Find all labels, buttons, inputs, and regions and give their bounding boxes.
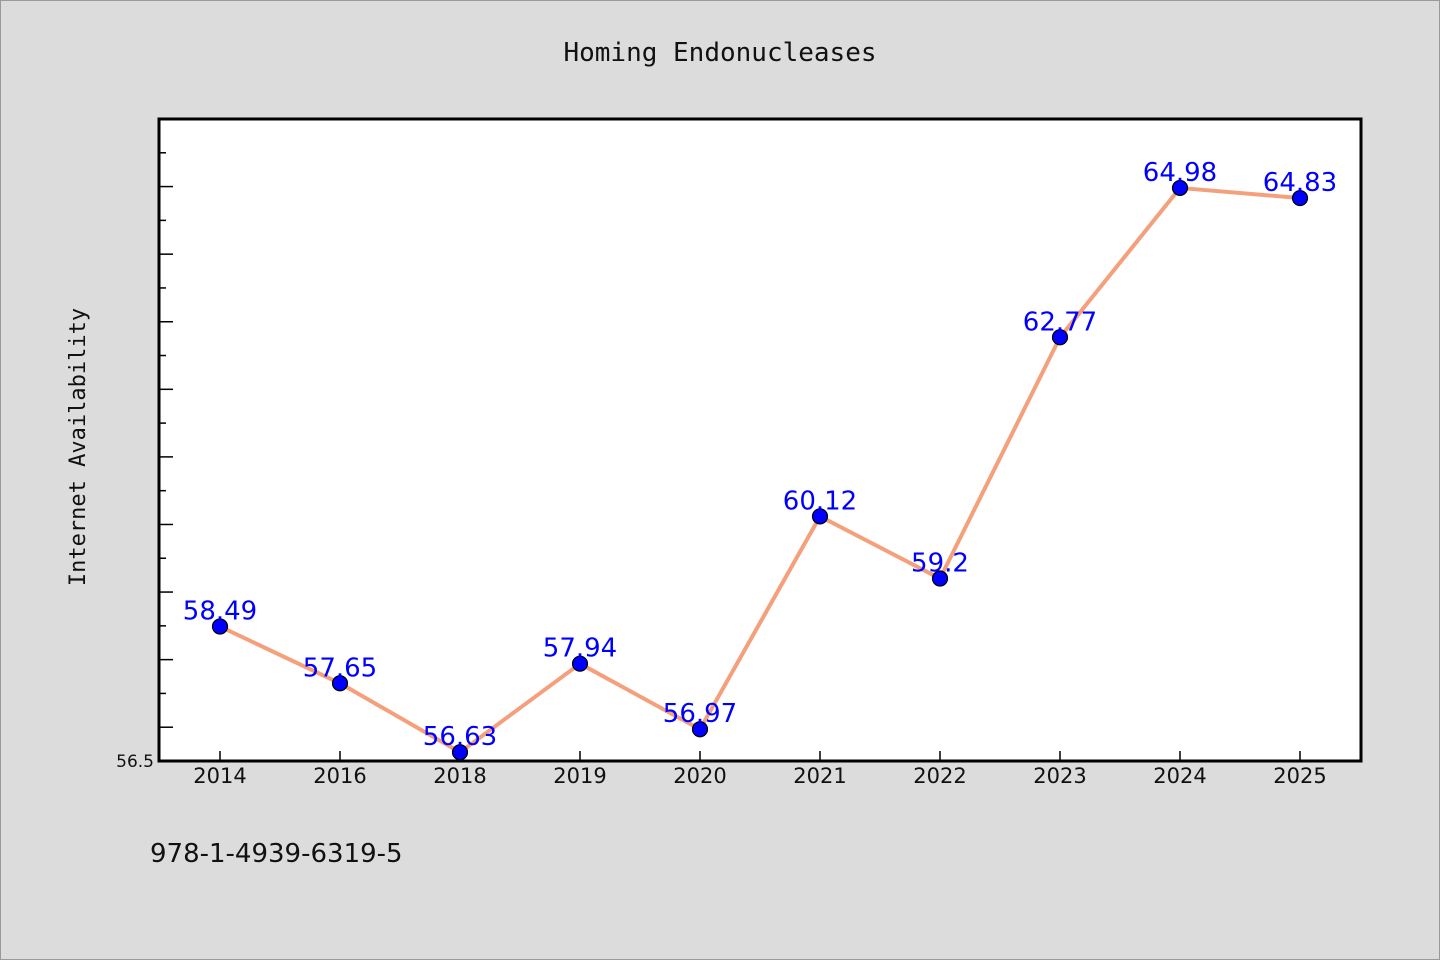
- x-tick-label: 2022: [913, 764, 966, 788]
- chart-title: Homing Endonucleases: [563, 38, 876, 68]
- x-tick-label: 2021: [793, 764, 846, 788]
- data-labels: 58.49 57.65 56.63 57.94 56.97 60.12 59.2 62.77 6…: [183, 158, 1337, 752]
- data-point: [571, 655, 589, 672]
- x-tick-label: 2020: [673, 764, 726, 788]
- series-path: [218, 185, 1302, 755]
- data-point: [1051, 329, 1069, 346]
- data-point: [691, 721, 709, 738]
- data-label: 58.49: [183, 597, 257, 627]
- data-label: 57.94: [543, 634, 617, 664]
- data-label: 57.65: [303, 653, 377, 683]
- plot-frame: [157, 117, 1363, 763]
- x-tick-label: 2016: [313, 764, 366, 788]
- data-point: [811, 508, 829, 525]
- plot-area: [159, 119, 1361, 761]
- isbn-text: 978-1-4939-6319-5: [150, 839, 403, 869]
- data-label: 64.83: [1263, 168, 1337, 198]
- x-tick-label: 2024: [1153, 764, 1206, 788]
- x-tick-label: 2023: [1033, 764, 1086, 788]
- y-tick-label: 56.5: [116, 752, 154, 772]
- x-tick-label: 2019: [553, 764, 606, 788]
- data-point: [931, 570, 949, 587]
- x-axis-ticks: 2014 2016 2018 2019 2020 2021 2022 2023 2024 2025: [193, 751, 1327, 788]
- data-point: [1291, 189, 1309, 207]
- data-label: 64.98: [1143, 158, 1217, 188]
- data-label: 62.77: [1023, 307, 1097, 337]
- x-tick-label: 2018: [433, 764, 486, 788]
- y-axis-label: Internet Availability: [66, 308, 91, 586]
- series-markers: [211, 179, 1309, 761]
- x-tick-label: 2014: [193, 764, 246, 788]
- x-tick-label: 2025: [1273, 764, 1326, 788]
- data-point: [331, 675, 349, 692]
- data-point: [1171, 179, 1189, 197]
- data-label: 59.2: [911, 549, 969, 579]
- data-label: 56.97: [663, 699, 737, 729]
- y-axis-ticks: 56.5: [116, 152, 173, 772]
- series-line: [218, 185, 1302, 755]
- data-point: [211, 618, 229, 635]
- data-label: 56.63: [423, 722, 497, 752]
- data-label: 60.12: [783, 486, 857, 516]
